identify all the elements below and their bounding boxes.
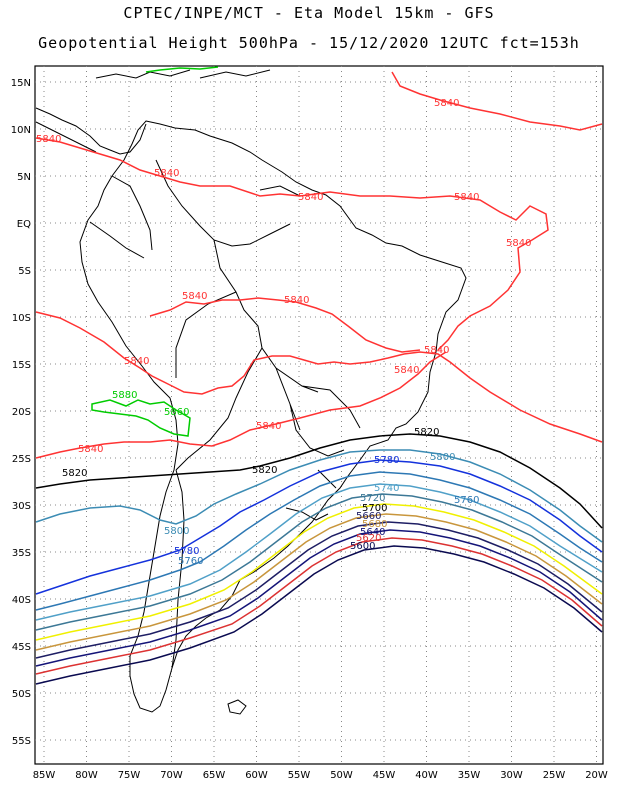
lat-tick-label: 5S	[18, 266, 31, 277]
central-america-coastline	[35, 107, 147, 155]
lon-tick-label: 80W	[75, 770, 98, 781]
contour-label: 5880	[112, 390, 137, 401]
contour-5840-south	[35, 311, 603, 459]
contour-label: 5640	[360, 527, 385, 538]
lon-tick-label: 75W	[118, 770, 141, 781]
map-title: CPTEC/INPE/MCT - Eta Model 15km - GFS	[123, 4, 495, 22]
lon-tick-label: 70W	[160, 770, 183, 781]
contour-5840-bolivia	[149, 297, 421, 353]
coastlines	[35, 69, 467, 715]
lat-tick-label: 15N	[11, 78, 31, 89]
lat-tick-label: 20S	[12, 407, 31, 418]
contour-label: 5600	[350, 541, 375, 552]
lat-lon-grid	[35, 66, 603, 764]
contour-5660	[35, 521, 603, 659]
axis-tick-labels: 15N 10N 5N EQ 5S 10S 15S 20S 25S 30S 35S 40S 45S 50S 5…	[11, 78, 608, 781]
lat-tick-label: 55S	[12, 736, 31, 747]
lon-tick-label: 25W	[543, 770, 566, 781]
rio-de-la-plata	[285, 507, 329, 521]
lat-tick-label: 10S	[12, 313, 31, 324]
lon-tick-label: 55W	[288, 770, 311, 781]
contour-5840-equator	[35, 137, 549, 351]
contour-label: 5820	[414, 427, 439, 438]
lon-tick-label: 50W	[330, 770, 353, 781]
contour-label: 5820	[62, 468, 87, 479]
contour-labels: 5840 5840 5840 5840 5840 5840 5840 5840 …	[36, 98, 531, 567]
lat-tick-label: EQ	[17, 219, 31, 230]
contour-5600	[35, 545, 603, 685]
contour-5700	[35, 503, 603, 641]
contour-label: 5840	[124, 356, 149, 367]
contour-label: 5780	[174, 546, 199, 557]
lat-tick-label: 25S	[12, 454, 31, 465]
country-borders	[89, 159, 361, 669]
lat-tick-label: 40S	[12, 595, 31, 606]
contour-label: 5660	[356, 511, 381, 522]
contour-5880	[145, 66, 219, 73]
contour-label: 5740	[374, 483, 399, 494]
contour-label: 5840	[36, 134, 61, 145]
lat-tick-label: 10N	[11, 125, 31, 136]
lat-tick-label: 30S	[12, 501, 31, 512]
contour-5720	[35, 493, 603, 631]
contour-5840-north	[391, 71, 603, 131]
contour-label: 5680	[362, 519, 387, 530]
contour-5620	[35, 537, 603, 675]
lon-tick-label: 20W	[585, 770, 608, 781]
contour-5780	[35, 459, 603, 595]
lat-tick-label: 45S	[12, 642, 31, 653]
lat-tick-label: 15S	[12, 360, 31, 371]
contour-label: 5840	[434, 98, 459, 109]
contour-label: 5840	[454, 192, 479, 203]
caribbean-coastline	[95, 69, 271, 79]
contour-label: 5800	[430, 452, 455, 463]
contour-5820	[35, 433, 603, 529]
contour-5680	[35, 513, 603, 651]
contour-label: 5760	[454, 495, 479, 506]
lon-tick-label: 30W	[500, 770, 523, 781]
lon-tick-label: 60W	[245, 770, 268, 781]
contour-label: 5720	[360, 493, 385, 504]
contour-5760	[35, 471, 603, 611]
contour-label: 5820	[252, 465, 277, 476]
contour-5800	[35, 449, 603, 543]
height-contours	[35, 66, 603, 685]
lat-tick-label: 35S	[12, 548, 31, 559]
contour-label: 5840	[78, 444, 103, 455]
lon-tick-label: 65W	[203, 770, 226, 781]
contour-5860	[91, 399, 191, 437]
map-subtitle: Geopotential Height 500hPa - 15/12/2020 …	[38, 34, 580, 52]
contour-label: 5700	[362, 503, 387, 514]
contour-label: 5840	[182, 291, 207, 302]
contour-label: 5840	[284, 295, 309, 306]
lon-tick-label: 35W	[458, 770, 481, 781]
contour-label: 5780	[374, 455, 399, 466]
contour-label: 5840	[424, 345, 449, 356]
lon-tick-label: 40W	[415, 770, 438, 781]
contour-label: 5860	[164, 407, 189, 418]
contour-label: 5760	[178, 556, 203, 567]
contour-5640	[35, 529, 603, 667]
contour-label: 5840	[506, 238, 531, 249]
contour-label: 5800	[164, 526, 189, 537]
lon-tick-label: 45W	[373, 770, 396, 781]
falklands-coastline	[227, 699, 247, 715]
contour-label: 5840	[154, 168, 179, 179]
contour-label: 5840	[298, 192, 323, 203]
contour-label: 5840	[394, 365, 419, 376]
map-frame	[34, 65, 604, 765]
lat-tick-label: 5N	[17, 172, 31, 183]
lat-tick-label: 50S	[12, 689, 31, 700]
lon-tick-label: 85W	[33, 770, 56, 781]
contour-label: 5620	[356, 533, 381, 544]
contour-label: 5840	[256, 421, 281, 432]
contour-5740	[35, 483, 603, 621]
